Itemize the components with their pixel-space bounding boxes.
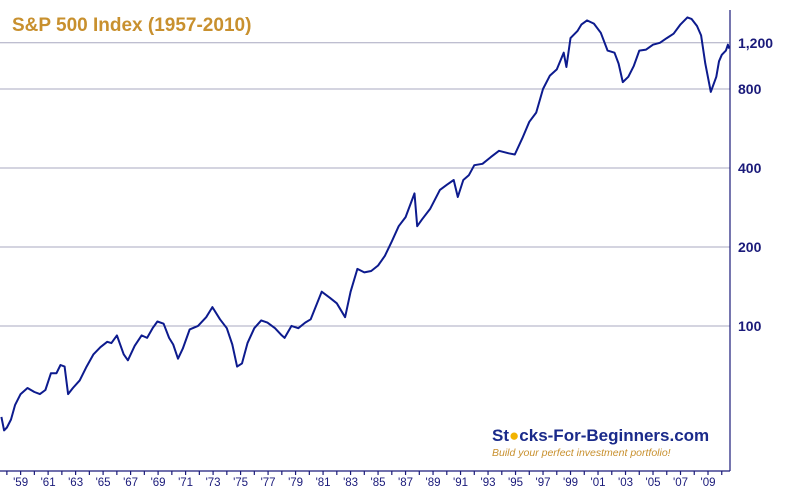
x-tick-label: '07 — [673, 477, 688, 489]
x-tick-label: '65 — [96, 477, 111, 489]
x-tick-label: '09 — [701, 477, 716, 489]
x-tick-label: '67 — [123, 477, 138, 489]
x-tick-label: '71 — [178, 477, 193, 489]
y-axis-labels: 100 200 400 800 1,200 — [738, 35, 773, 334]
x-tick-label: '79 — [288, 477, 303, 489]
chart-title: S&P 500 Index (1957-2010) — [12, 15, 251, 36]
y-tick-label: 400 — [738, 160, 762, 176]
x-tick-label: '87 — [398, 477, 413, 489]
x-tick-label: '75 — [233, 477, 248, 489]
grid-lines — [0, 42, 730, 327]
x-tick-label: '77 — [261, 477, 276, 489]
series-line — [0, 16, 731, 432]
x-tick-label: '61 — [41, 477, 56, 489]
x-tick-label: '83 — [343, 477, 358, 489]
y-tick-label: 800 — [738, 81, 762, 97]
x-tick-label: '81 — [316, 477, 331, 489]
y-tick-label: 200 — [738, 239, 762, 255]
y-tick-label: 1,200 — [738, 35, 773, 51]
x-tick-label: '97 — [536, 477, 551, 489]
brand-tagline: Build your perfect investment portfolio! — [492, 447, 671, 459]
x-tick-label: '69 — [151, 477, 166, 489]
x-tick-label: '85 — [371, 477, 386, 489]
x-tick-label: '03 — [618, 477, 633, 489]
x-tick-label: '01 — [591, 477, 606, 489]
x-tick-label: '99 — [563, 477, 578, 489]
branding: St●cks-For-Beginners.com Build your perf… — [492, 426, 709, 459]
y-tick-label: 100 — [738, 318, 762, 334]
x-tick-label: '63 — [68, 477, 83, 489]
x-tick-label: '05 — [646, 477, 661, 489]
x-axis: '59 '61 '63 '65 '67 '69 '71 '73 '75 '77 '79 '81 '83 '… — [0, 470, 730, 489]
x-tick-label: '89 — [426, 477, 441, 489]
x-tick-label: '59 — [13, 477, 28, 489]
brand-name: St●cks-For-Beginners.com — [492, 426, 709, 445]
x-tick-label: '93 — [481, 477, 496, 489]
x-tick-label: '73 — [206, 477, 221, 489]
series-layer — [0, 16, 731, 432]
x-tick-label: '95 — [508, 477, 523, 489]
x-tick-label: '91 — [453, 477, 468, 489]
